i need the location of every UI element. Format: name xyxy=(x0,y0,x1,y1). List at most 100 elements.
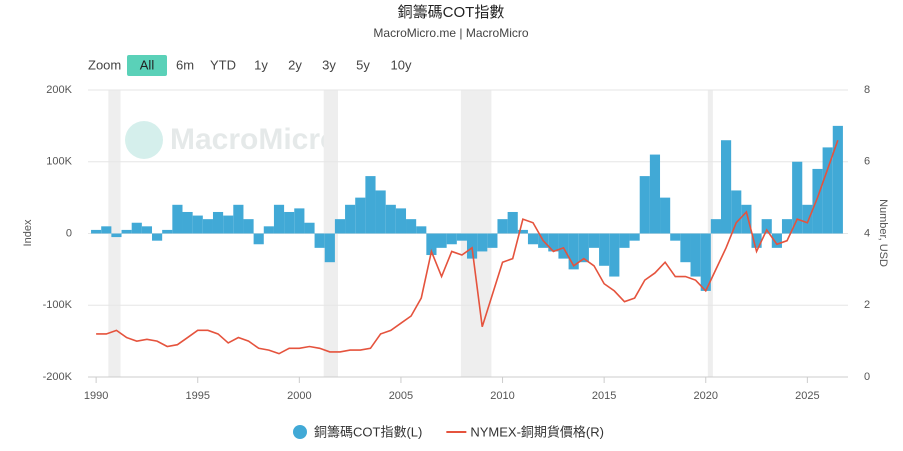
y2-tick-label: 6 xyxy=(864,156,870,168)
cot-bar xyxy=(416,226,427,234)
range-button-label[interactable]: 2y xyxy=(288,57,302,72)
cot-bar xyxy=(639,176,650,234)
y-tick-label: -200K xyxy=(43,371,73,383)
cot-bar xyxy=(649,154,661,234)
x-tick-label: 2025 xyxy=(795,390,819,402)
y-tick-label: 100K xyxy=(46,156,72,168)
cot-bar xyxy=(263,226,274,234)
cot-bar xyxy=(792,161,803,234)
cot-bar xyxy=(426,233,437,256)
y-tick-label: -100K xyxy=(43,299,73,311)
cot-bar xyxy=(395,208,407,234)
y-axis-title: Index xyxy=(22,219,34,246)
cot-bar xyxy=(182,211,193,234)
watermark-text: MacroMicro xyxy=(170,123,338,156)
cot-bar xyxy=(131,222,142,234)
cot-bar xyxy=(670,233,681,241)
cot-bar xyxy=(527,233,539,245)
range-button-label[interactable]: 3y xyxy=(322,57,336,72)
cot-bar xyxy=(720,140,732,234)
legend-item[interactable]: 銅籌碼COT指數(L) xyxy=(293,424,422,439)
cot-bar xyxy=(497,219,508,234)
y2-tick-label: 0 xyxy=(864,371,870,383)
cot-bar xyxy=(375,190,386,234)
cot-bar xyxy=(548,233,559,252)
cot-bar xyxy=(660,197,671,234)
cot-bar xyxy=(162,229,173,234)
cot-bar xyxy=(304,222,315,234)
x-tick-label: 2005 xyxy=(389,390,413,402)
cot-bar xyxy=(568,233,579,270)
cot-bar xyxy=(101,226,112,234)
cot-bar xyxy=(771,233,782,248)
cot-bar xyxy=(629,233,640,241)
legend-label: NYMEX-銅期貨價格(R) xyxy=(470,424,604,439)
cot-bar xyxy=(121,229,132,234)
cot-bar xyxy=(680,233,691,263)
range-button-label[interactable]: 1y xyxy=(254,57,268,72)
cot-bar xyxy=(334,219,346,234)
legend-symbol xyxy=(293,425,307,439)
y2-axis-title: Number, USD xyxy=(877,199,889,267)
y-tick-label: 200K xyxy=(46,84,72,96)
x-tick-label: 2000 xyxy=(287,390,311,402)
cot-bar xyxy=(507,211,518,234)
cot-bar xyxy=(406,219,417,234)
cot-bar xyxy=(233,204,244,234)
range-button-label[interactable]: YTD xyxy=(210,57,236,72)
cot-bar xyxy=(192,215,203,234)
cot-bar xyxy=(212,211,224,234)
x-tick-label: 1990 xyxy=(84,390,108,402)
range-button[interactable] xyxy=(127,55,167,76)
cot-bar xyxy=(243,219,254,234)
cot-bar xyxy=(314,233,325,248)
cot-bar xyxy=(690,233,701,277)
cot-bar xyxy=(223,215,234,234)
cot-bar xyxy=(355,197,366,234)
x-tick-label: 2020 xyxy=(694,390,718,402)
cot-bar xyxy=(700,233,711,291)
cot-bar xyxy=(822,147,833,234)
cot-bar xyxy=(832,125,843,234)
cot-bar xyxy=(578,233,589,263)
range-button-label[interactable]: All xyxy=(140,57,155,72)
cot-bar xyxy=(477,233,488,252)
cot-bar xyxy=(487,233,498,248)
cot-bar xyxy=(558,233,569,259)
cot-bar xyxy=(751,233,762,248)
x-tick-label: 2015 xyxy=(592,390,616,402)
y2-tick-label: 2 xyxy=(864,299,870,311)
legend-item[interactable]: NYMEX-銅期貨價格(R) xyxy=(446,424,604,439)
x-tick-label: 2010 xyxy=(490,390,514,402)
cot-bar xyxy=(802,204,813,234)
cot-bar xyxy=(710,219,721,234)
cot-bar xyxy=(446,233,457,245)
zoom-label: Zoom xyxy=(88,57,121,72)
cot-bar xyxy=(273,204,285,234)
range-button-label[interactable]: 5y xyxy=(356,57,370,72)
cot-bar xyxy=(599,233,610,266)
cot-bar xyxy=(385,204,396,234)
cot-bar xyxy=(761,219,772,234)
x-tick-label: 1995 xyxy=(185,390,209,402)
cot-bar xyxy=(466,233,478,259)
chart-title: 銅籌碼COT指數 xyxy=(398,4,505,21)
cot-bar xyxy=(781,219,793,234)
cot-bar xyxy=(152,233,163,241)
cot-bar xyxy=(141,226,153,234)
cot-bar xyxy=(436,233,447,248)
cot-bar xyxy=(172,204,183,234)
range-button-label[interactable]: 10y xyxy=(391,57,412,72)
cot-bar xyxy=(609,233,620,277)
cot-bar xyxy=(456,233,467,241)
chart-subtitle: MacroMicro.me | MacroMicro xyxy=(373,26,528,40)
range-button-label[interactable]: 6m xyxy=(176,57,194,72)
cot-bar xyxy=(253,233,264,245)
cot-bar xyxy=(517,229,528,234)
y2-tick-label: 8 xyxy=(864,84,870,96)
watermark-logo xyxy=(125,121,163,159)
watermark: MacroMicro xyxy=(125,121,338,159)
price-line xyxy=(96,139,839,355)
cot-bar xyxy=(111,233,122,238)
